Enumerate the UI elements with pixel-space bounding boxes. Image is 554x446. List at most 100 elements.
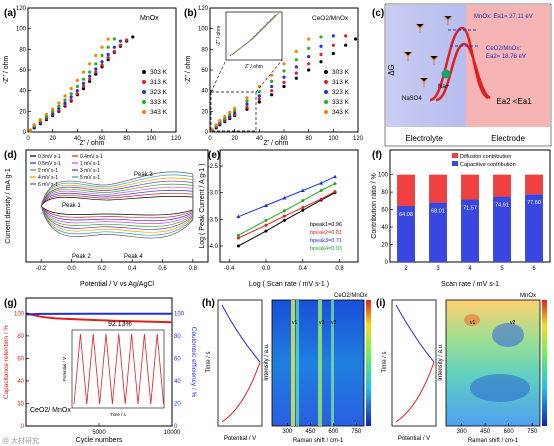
bar-capacitive (493, 196, 511, 262)
panel-c-ion-label: Na+ (438, 84, 450, 90)
y-tick-label: 100 (378, 173, 389, 179)
x-tick-label: 750 (351, 429, 362, 435)
legend-marker (142, 100, 146, 104)
bar-diffusion (525, 174, 543, 195)
panel-e-ticks: -0.4 0.0 0.4 0.8 -4.0 -3.5 -3.0 -2.5 (208, 164, 345, 272)
data-point (38, 118, 42, 122)
y-tick-label: 20 (17, 401, 24, 407)
data-point (236, 214, 241, 219)
panel-f-legend: Diffusion contribution Capacitive contrib… (452, 153, 516, 168)
x-tick-label: 20 (49, 136, 56, 142)
panel-d-peak-1: Peak 1 (62, 203, 81, 209)
panel-c-salt-label: NaSO4 (402, 96, 422, 102)
data-point (307, 46, 311, 50)
data-point (94, 62, 98, 66)
panel-h-letter: (h) (202, 298, 215, 309)
panel-b: (b) CeO2/MnOx Z' / ohm -Z'' / ohm 0 20 40 6… (184, 6, 364, 147)
legend-marker (142, 80, 146, 84)
panel-e-b-values: bpeak1=0.96 bpeak2=0.81 bpeak3=0.71 bpeak4=… (310, 222, 342, 252)
data-point (319, 181, 324, 185)
y-tick-label: -4.0 (208, 244, 219, 250)
cv-loop (40, 171, 194, 239)
panel-d-letter: (d) (4, 150, 17, 161)
panel-f-ylabel: Contribution ratio / % (371, 173, 378, 238)
y-tick-label-right: 20 (174, 401, 181, 407)
data-point (333, 174, 337, 179)
data-point (100, 45, 104, 49)
data-point (81, 84, 86, 89)
panel-e-ylabel: Log ( Peak Current / A g-1 ) (199, 163, 206, 248)
b-value-label: bpeak2=0.81 (310, 230, 342, 236)
data-point (264, 218, 268, 222)
panel-b-inset-ylabel: -Z'' / ohm (216, 26, 222, 47)
x-tick-label: 0.0 (262, 266, 271, 272)
panel-i-discharge-curve (395, 304, 435, 363)
legend-marker (324, 110, 328, 114)
x-tick-label: 0 (208, 136, 212, 142)
panel-c-electrode-label: Electrode (491, 134, 525, 143)
data-point (270, 84, 274, 89)
data-point (264, 223, 268, 227)
data-point (75, 84, 79, 89)
data-point (307, 37, 311, 41)
x-tick-label: 300 (457, 429, 468, 435)
y-tick-label: 100 (14, 311, 25, 317)
y-tick-label: 0 (205, 130, 209, 136)
y-tick-label-right: 40 (174, 379, 181, 385)
data-point (294, 65, 298, 69)
x-tick-label: 0.4 (299, 266, 308, 272)
fit-line (238, 183, 336, 236)
panel-h-band-v1 (291, 300, 295, 426)
data-point (257, 97, 261, 101)
panel-g-letter: (g) (4, 298, 17, 309)
y-tick-label: -3.0 (208, 191, 219, 197)
y-tick-label: 20 (19, 109, 26, 115)
data-point (294, 76, 298, 80)
panel-i-ylabel-left: Time / s (382, 351, 388, 372)
legend-label: Diffusion contribution (460, 154, 511, 160)
panel-a-letter: (a) (4, 8, 16, 19)
panel-g-inset-xlabel: Time / s (110, 412, 127, 417)
data-point (307, 68, 311, 72)
panel-c-letter: (c) (372, 8, 384, 19)
panel-h-band-v3 (331, 300, 334, 426)
data-point (257, 94, 261, 98)
panel-c-molecules (403, 15, 453, 87)
data-point (112, 37, 116, 41)
fit-line (238, 176, 336, 218)
x-tick-label: 0.6 (158, 266, 167, 272)
data-point (319, 35, 323, 39)
x-tick-label: 300 (282, 429, 293, 435)
legend-label: 0.3mV s-1 (38, 154, 61, 160)
panel-d-ticks: -0.2 0.0 0.2 0.4 0.6 0.8 (36, 259, 198, 272)
fit-line (238, 192, 336, 247)
panel-g-xlabel: Cycle numbers (76, 437, 123, 444)
panel-i-letter: (i) (376, 298, 385, 309)
data-point (353, 37, 358, 41)
panel-h-charge-curve (221, 361, 261, 423)
data-point (75, 78, 79, 82)
bar-diffusion (397, 174, 415, 207)
panel-b-ylabel: -Z'' / ohm (185, 55, 192, 84)
panel-g-lines (25, 312, 173, 324)
data-point (51, 107, 55, 111)
panel-d-xlabel: Potential / V vs Ag/AgCl (80, 281, 154, 288)
panel-d-peak-2: Peak 2 (72, 254, 91, 260)
panel-a-material: MnOx (140, 15, 159, 22)
x-tick-label: 6 (532, 266, 536, 272)
y-tick-label: 0 (23, 130, 27, 136)
data-point (257, 100, 261, 104)
data-point (294, 58, 298, 62)
x-tick-label: -0.4 (224, 266, 235, 272)
b-value-label: bpeak1=0.96 (310, 222, 342, 228)
data-point (106, 52, 110, 57)
panel-h-peak-v3: v3 (331, 320, 337, 326)
data-point (319, 60, 323, 64)
y-tick-label: -3.5 (208, 217, 219, 223)
data-point (245, 96, 249, 100)
panel-e: (e) Log ( Scan rate / mV s-1 ) Log ( Pea… (199, 149, 359, 288)
y-tick-label: 60 (17, 356, 24, 362)
data-point (282, 84, 286, 89)
panel-d: (d) Potential / V vs Ag/AgCl Current den… (4, 149, 209, 288)
watermark: @ 大材研究 (2, 436, 39, 445)
